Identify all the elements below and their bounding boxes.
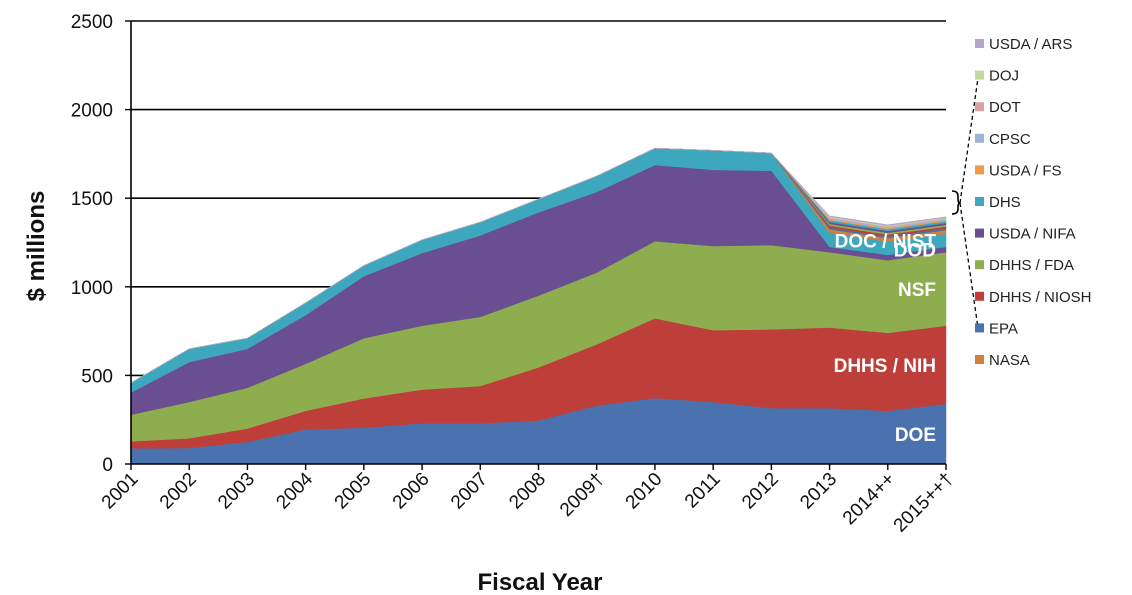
- x-tick-label: 2013: [796, 469, 841, 514]
- x-tick-label: 2005: [331, 469, 376, 514]
- legend-swatch: [975, 165, 984, 175]
- legend-label: USDA / ARS: [989, 36, 1072, 53]
- legend-label: CPSC: [989, 131, 1031, 148]
- legend-swatch: [975, 39, 984, 48]
- bracket-line-lower: [959, 202, 979, 329]
- x-tick-label: 2003: [214, 469, 259, 514]
- x-tick-label: 2009†: [556, 469, 608, 521]
- legend-swatch: [975, 197, 984, 206]
- legend-bracket: [951, 77, 979, 329]
- x-tick-labels: 2001 2002 2003 2004 2005 2006 2007 2008 2009† 201…: [98, 468, 958, 536]
- x-tick-label: 2006: [389, 469, 434, 514]
- legend-label: DHS: [989, 194, 1021, 211]
- legend-swatch: [975, 291, 984, 301]
- x-tick-label: 2012: [738, 469, 783, 514]
- legend-swatch: [975, 228, 984, 238]
- axes: [125, 20, 947, 470]
- area-layers: [130, 147, 947, 465]
- area-label-nsf: NSF: [898, 280, 936, 301]
- legend-swatch: [975, 102, 984, 112]
- legend-swatch: [975, 323, 984, 333]
- legend-label: NASA: [989, 352, 1030, 369]
- legend-swatch: [975, 133, 984, 143]
- y-tick-label: 0: [102, 455, 113, 476]
- area-label-doe: DOE: [895, 425, 936, 446]
- y-axis-title: $ millions: [23, 191, 50, 302]
- area-label-dhhs-nih: DHHS / NIH: [834, 356, 936, 377]
- x-axis-title: Fiscal Year: [478, 569, 603, 595]
- legend-label: USDA / FS: [989, 162, 1062, 179]
- legend-label: DOJ: [989, 68, 1019, 85]
- area-label-dod: DOD: [894, 241, 936, 262]
- x-tick-label: 2010: [622, 469, 667, 514]
- x-tick-label: 2008: [505, 469, 550, 514]
- legend-label: EPA: [989, 320, 1018, 337]
- y-tick-label: 1500: [71, 189, 113, 210]
- y-tick-label: 2000: [71, 101, 113, 122]
- legend-label: DOT: [989, 99, 1021, 116]
- legend-brace: [951, 190, 961, 215]
- y-tick-label: 500: [81, 366, 113, 387]
- legend-swatch: [975, 70, 984, 80]
- legend-swatch: [975, 260, 984, 270]
- legend-label: USDA / NIFA: [989, 226, 1076, 243]
- area-usda-ars: [130, 147, 947, 384]
- legend: USDA / ARS DOJ DOT CPSC USDA / FS DHS USDA / N…: [975, 36, 1092, 369]
- legend-label: DHHS / NIOSH: [989, 289, 1092, 306]
- x-tick-label: 2011: [681, 469, 725, 513]
- y-tick-label: 2500: [71, 12, 113, 33]
- x-tick-label: 2004: [272, 468, 317, 513]
- x-tick-label: 2015++†: [890, 469, 958, 537]
- y-tick-labels: 0 500 1000 1500 2000 2500: [71, 12, 113, 476]
- x-tick-label: 2002: [156, 469, 201, 514]
- area-label-doc-nist: DOC / NIST: [835, 231, 937, 252]
- y-tick-label: 1000: [71, 278, 113, 299]
- legend-label: DHHS / FDA: [989, 257, 1074, 274]
- x-tick-label: 2007: [447, 469, 492, 514]
- legend-swatch: [975, 355, 984, 364]
- bracket-line-upper: [959, 77, 979, 204]
